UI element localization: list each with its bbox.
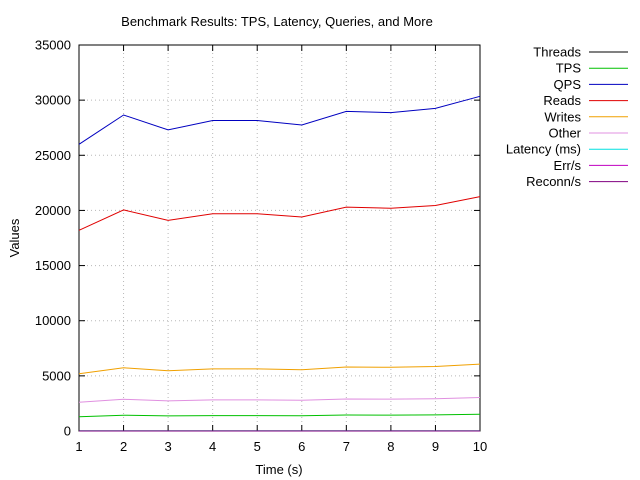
y-axis-label: Values bbox=[7, 218, 22, 257]
legend-label: Err/s bbox=[554, 158, 582, 173]
x-tick-label: 8 bbox=[387, 439, 394, 454]
series-line-reads bbox=[78, 196, 481, 231]
ticks-layer: 0 5000 10000 15000 20000 25000 30000 35000 1 2 3 4 5… bbox=[35, 38, 487, 455]
x-tick-label: 10 bbox=[473, 439, 487, 454]
x-tick-label: 4 bbox=[209, 439, 216, 454]
y-tick-label: 5000 bbox=[42, 368, 71, 383]
y-tick-label: 35000 bbox=[35, 38, 71, 53]
legend-label: Latency (ms) bbox=[506, 142, 581, 157]
plot-border bbox=[78, 44, 481, 432]
y-tick-label: 30000 bbox=[35, 93, 71, 108]
legend-label: QPS bbox=[554, 77, 582, 92]
legend-label: Reads bbox=[543, 93, 581, 108]
legend-label: TPS bbox=[556, 61, 582, 76]
legend-label: Other bbox=[548, 126, 581, 141]
y-tick-label: 0 bbox=[64, 424, 71, 439]
chart-title: Benchmark Results: TPS, Latency, Queries… bbox=[121, 14, 433, 29]
y-tick-label: 25000 bbox=[35, 148, 71, 163]
series-line-qps bbox=[78, 95, 481, 145]
legend-label: Threads bbox=[533, 45, 581, 60]
legend-label: Reconn/s bbox=[526, 174, 581, 189]
x-tick-label: 5 bbox=[254, 439, 261, 454]
legend-label: Writes bbox=[544, 109, 581, 124]
x-tick-label: 1 bbox=[75, 439, 82, 454]
series-line-other bbox=[78, 397, 481, 403]
y-tick-label: 20000 bbox=[35, 203, 71, 218]
grid-layer bbox=[79, 45, 480, 431]
series-line-writes bbox=[78, 363, 481, 375]
y-tick-label: 15000 bbox=[35, 258, 71, 273]
x-tick-label: 2 bbox=[120, 439, 127, 454]
x-tick-label: 7 bbox=[343, 439, 350, 454]
series-layer bbox=[78, 95, 481, 432]
x-tick-label: 3 bbox=[164, 439, 171, 454]
x-tick-label: 6 bbox=[298, 439, 305, 454]
x-tick-label: 9 bbox=[432, 439, 439, 454]
series-line-tps bbox=[78, 413, 481, 418]
y-tick-label: 10000 bbox=[35, 313, 71, 328]
x-axis-label: Time (s) bbox=[255, 462, 302, 477]
